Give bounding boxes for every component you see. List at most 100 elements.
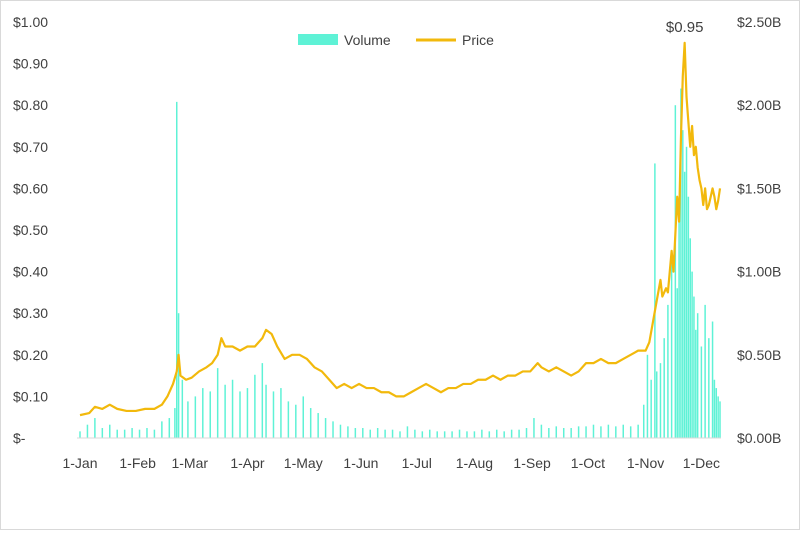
volume-bar	[693, 296, 695, 438]
volume-bar	[376, 428, 379, 438]
volume-bar	[510, 429, 513, 438]
volume-bar	[685, 146, 688, 439]
volume-bar	[691, 271, 693, 438]
volume-bar	[436, 431, 438, 438]
legend-label-price: Price	[462, 32, 494, 48]
x-tick-label: 1-Apr	[230, 455, 265, 471]
volume-bar	[654, 163, 656, 438]
volume-bar	[209, 391, 211, 438]
volume-bar	[615, 426, 617, 438]
volume-bar	[94, 418, 96, 438]
volume-bar	[146, 428, 148, 438]
price-line-layer	[79, 41, 722, 417]
volume-bar	[194, 396, 197, 438]
volume-bar	[86, 424, 89, 438]
volume-bar	[607, 424, 610, 438]
volume-bar	[414, 429, 416, 438]
volume-bar	[391, 429, 394, 438]
legend-label-volume: Volume	[344, 32, 391, 48]
right-tick-label: $0.50B	[737, 347, 781, 363]
volume-bar	[272, 391, 275, 438]
volume-bar	[369, 429, 371, 438]
volume-bar	[458, 429, 461, 438]
volume-bar	[429, 429, 431, 438]
left-tick-label: $0.30	[13, 305, 48, 321]
left-tick-label: $0.60	[13, 180, 48, 196]
volume-bar	[700, 346, 703, 438]
volume-bar	[181, 379, 184, 438]
right-tick-label: $0.00B	[737, 430, 781, 446]
volume-bar	[585, 426, 587, 438]
volume-bar	[177, 313, 180, 438]
volume-bar	[659, 363, 662, 438]
volume-bar	[347, 426, 349, 438]
x-tick-label: 1-Nov	[627, 455, 664, 471]
left-tick-label: $0.50	[13, 222, 48, 238]
x-tick-label: 1-Aug	[456, 455, 493, 471]
volume-bar	[496, 429, 498, 438]
volume-bar	[451, 431, 453, 438]
volume-bar	[176, 101, 178, 439]
left-tick-label: $0.90	[13, 56, 48, 72]
x-tick-label: 1-Jan	[62, 455, 97, 471]
volume-bar	[663, 338, 665, 438]
volume-bar	[676, 288, 678, 438]
volume-bar	[713, 379, 716, 438]
volume-bar	[79, 431, 81, 438]
volume-bar	[138, 429, 141, 438]
volume-bars	[79, 88, 721, 439]
volume-bar	[339, 424, 342, 438]
volume-bar	[481, 429, 483, 438]
volume-bar	[174, 408, 176, 438]
left-tick-label: $0.70	[13, 139, 48, 155]
volume-bar	[254, 374, 256, 438]
volume-bar	[421, 431, 424, 438]
left-tick-label: $-	[13, 430, 26, 446]
volume-bar	[324, 418, 327, 438]
volume-bar	[674, 105, 677, 438]
volume-bar	[687, 196, 690, 438]
legend: Volume Price	[298, 32, 494, 48]
volume-bar	[153, 429, 156, 438]
right-tick-label: $1.50B	[737, 180, 781, 196]
volume-bar	[656, 371, 658, 438]
volume-bar	[708, 338, 710, 438]
volume-bar	[295, 404, 297, 438]
legend-swatch-volume	[298, 34, 338, 45]
volume-bar	[695, 329, 697, 438]
volume-bar	[667, 304, 669, 438]
volume-bar	[678, 213, 680, 438]
volume-bar	[309, 408, 312, 438]
volume-bar	[682, 130, 684, 438]
volume-bar	[466, 431, 468, 438]
volume-bar	[109, 424, 111, 438]
volume-bar	[131, 428, 133, 438]
volume-bar	[406, 426, 409, 438]
x-tick-label: 1-Jun	[343, 455, 378, 471]
x-tick-label: 1-May	[284, 455, 323, 471]
volume-bar	[246, 388, 249, 438]
volume-bar	[384, 429, 386, 438]
volume-bar	[629, 426, 632, 438]
volume-bar	[622, 424, 624, 438]
volume-bar	[689, 238, 691, 438]
x-tick-label: 1-Jul	[402, 455, 432, 471]
x-tick-label: 1-Dec	[683, 455, 720, 471]
volume-bar	[261, 363, 264, 438]
volume-bar	[239, 391, 241, 438]
volume-bar	[646, 354, 649, 438]
volume-bar	[317, 413, 319, 438]
left-axis-ticks: $- $0.10 $0.20 $0.30 $0.40 $0.50 $0.60 $0.70 $0.…	[13, 14, 48, 446]
volume-bar	[548, 428, 550, 438]
volume-bar	[280, 388, 282, 438]
volume-bar	[216, 368, 219, 438]
volume-bar	[637, 424, 639, 438]
volume-bar	[488, 431, 491, 438]
volume-bar	[202, 388, 204, 438]
volume-bar	[354, 428, 357, 438]
volume-bar	[711, 321, 714, 438]
volume-bar	[540, 424, 543, 438]
volume-bar	[570, 428, 572, 438]
